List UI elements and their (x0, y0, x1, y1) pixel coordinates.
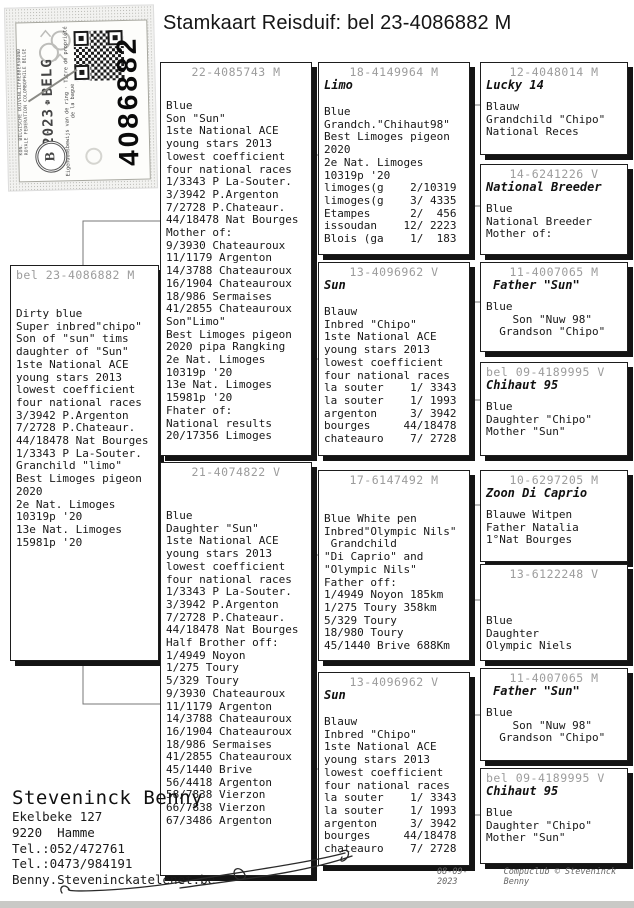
pedigree-box-g4-5: 10-6297205 M Zoon Di Caprio Blauwe Witpe… (480, 470, 628, 562)
stamp-label: KON. BELGISCHE DUIVENLIEFHEBBERSBOND ROY… (15, 19, 151, 183)
ring-number: 21-4074822 V (191, 465, 281, 479)
pedigree-notes: Blue Daughter "Chipo" Mother "Sun" (486, 806, 592, 845)
crown-icon: ♚ (41, 95, 54, 108)
pedigree-box-g3-1: 18-4149964 M Limo Blue Grandch."Chihaut9… (318, 62, 470, 255)
pedigree-box-g4-4: bel 09-4189995 V Chihaut 95 Blue Daughte… (480, 362, 628, 456)
pigeon-name: Chihaut 95 (486, 784, 559, 798)
print-credit: Compuclub © Steveninck Benny (503, 867, 617, 887)
pedigree-notes: Blue White pen Inbred"Olympic Nils" Gran… (324, 512, 457, 653)
pigeon-name: Father "Sun" (493, 684, 580, 698)
pigeon-name: Sun (324, 688, 346, 702)
pigeon-name: Sun (324, 278, 346, 292)
ring-number: 17-6147492 M (349, 473, 439, 487)
pedigree-box-g3-4: 13-4096962 V Sun Blauw Inbred "Chipo" 1s… (318, 672, 470, 866)
owner-name: Steveninck Benny (12, 787, 204, 809)
pedigree-box-g4-1: 12-4048014 M Lucky 14 Blauw Grandchild "… (480, 62, 628, 155)
pedigree-notes: Blue Daughter "Chipo" Mother "Sun" (486, 400, 592, 439)
federation-crest-icon (38, 29, 71, 63)
pedigree-notes: Blue Son "Sun" 1ste National ACE young s… (166, 99, 299, 443)
pedigree-notes: Blauw Grandchild "Chipo" National Reces (486, 100, 606, 139)
pedigree-notes: Blue Son "Nuw 98" Grandson "Chipo" (486, 706, 606, 745)
pedigree-notes: Blauw Inbred "Chipo" 1ste National ACE y… (324, 305, 457, 446)
ring-number: 13-4096962 V (349, 265, 439, 279)
print-footer: 08-09-2023 Compuclub © Steveninck Benny (437, 867, 634, 887)
ring-number: 11-4007065 M (509, 265, 599, 279)
pedigree-box-sire: 22-4085743 M Blue Son "Sun" 1ste Nationa… (160, 62, 312, 456)
pigeon-name: Lucky 14 (486, 78, 544, 92)
pedigree-box-g4-8: bel 09-4189995 V Chihaut 95 Blue Daughte… (480, 768, 628, 864)
owner-phone2: Tel.:0473/984191 (12, 856, 133, 872)
page-edge (0, 901, 634, 908)
pedigree-notes: Blue Grandch."Chihaut98" Best Limoges pi… (324, 105, 457, 246)
federation-text: KON. BELGISCHE DUIVENLIEFHEBBERSBOND ROY… (16, 27, 33, 177)
ring-ownership-stamp: KON. BELGISCHE DUIVENLIEFHEBBERSBOND ROY… (3, 4, 159, 192)
pedigree-notes: Blauwe Witpen Father Natalia 1°Nat Bourg… (486, 508, 579, 547)
ring-number: bel 09-4189995 V (486, 771, 605, 785)
pedigree-box-subject: bel 23-4086882 M Dirty blue Super inbred… (10, 265, 159, 661)
ring-number: 18-4149964 M (349, 65, 439, 79)
pedigree-box-g3-2: 13-4096962 V Sun Blauw Inbred "Chipo" 1s… (318, 262, 470, 456)
pedigree-notes: Blue Daughter "Sun" 1ste National ACE yo… (166, 509, 299, 827)
page-title: Stamkaart Reisduif: bel 23-4086882 M (163, 12, 512, 34)
stamp-ring-number: 4086882 (110, 35, 145, 167)
pedigree-box-g4-6: 13-6122248 V Blue Daughter Olympic Niels (480, 564, 628, 661)
owner-email: Benny.Steveninckatelenet.be (12, 872, 216, 888)
pedigree-box-g4-7: 11-4007065 M Father "Sun" Blue Son "Nuw … (480, 668, 628, 761)
pedigree-box-g4-2: 14-6241226 V National Breeder Blue Natio… (480, 164, 628, 255)
pedigree-notes: Blue National Breeder Mother of: (486, 202, 592, 241)
pigeon-name: National Breeder (486, 180, 602, 194)
owner-phone1: Tel.:052/472761 (12, 840, 125, 856)
pigeon-name: Chihaut 95 (486, 378, 559, 392)
ring-number: 22-4085743 M (191, 65, 281, 79)
pedigree-notes: Blauw Inbred "Chipo" 1ste National ACE y… (324, 715, 457, 856)
pigeon-name: Father "Sun" (493, 278, 580, 292)
ring-number: 13-4096962 V (349, 675, 439, 689)
pigeon-name: Zoon Di Caprio (486, 486, 588, 500)
pedigree-box-dam: 21-4074822 V Blue Daughter "Sun" 1ste Na… (160, 462, 312, 876)
ring-number: 12-4048014 M (509, 65, 599, 79)
pigeon-name: Limo (324, 78, 353, 92)
ring-number: 10-6297205 M (509, 473, 599, 487)
ring-number: bel 09-4189995 V (486, 365, 605, 379)
pedigree-notes: Blue Son "Nuw 98" Grandson "Chipo" (486, 300, 606, 339)
ring-number: 11-4007065 M (509, 671, 599, 685)
qr-code (73, 30, 125, 82)
owner-address2: 9220 Hamme (12, 824, 95, 840)
punch-hole (85, 147, 103, 165)
ring-number: bel 23-4086882 M (16, 268, 135, 282)
ring-number: 13-6122248 V (509, 567, 599, 581)
owner-block: Steveninck Benny Ekelbeke 127 9220 Hamme… (12, 787, 215, 888)
owner-address1: Ekelbeke 127 (12, 809, 103, 824)
ring-number: 14-6241226 V (509, 167, 599, 181)
print-date: 08-09-2023 (437, 867, 468, 887)
pedigree-notes: Dirty blue Super inbred"chipo" Son of "s… (16, 307, 149, 549)
pedigree-box-g4-3: 11-4007065 M Father "Sun" Blue Son "Nuw … (480, 262, 628, 352)
pedigree-box-g3-3: 17-6147492 M Blue White pen Inbred"Olymp… (318, 470, 470, 661)
pedigree-notes: Blue Daughter Olympic Niels (486, 614, 573, 653)
